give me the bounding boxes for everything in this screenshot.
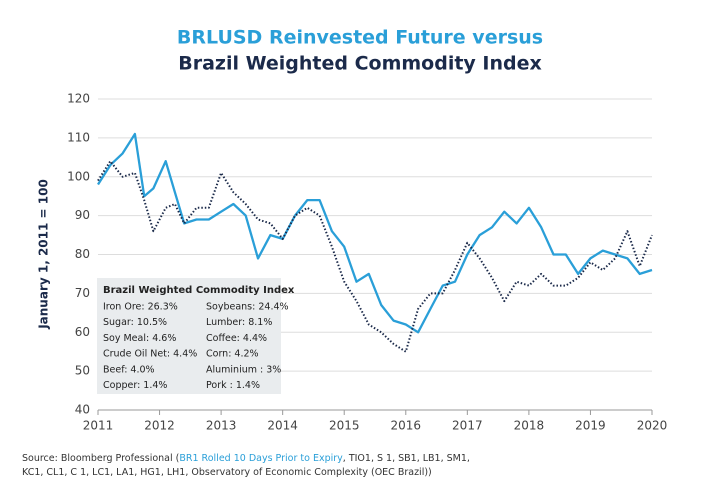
x-tick-label: 2015 bbox=[329, 419, 360, 433]
inset-item: Soybeans: 24.4% bbox=[206, 302, 289, 313]
series-line bbox=[97, 132, 653, 334]
y-tick-label: 110 bbox=[67, 130, 90, 144]
y-tick-label: 50 bbox=[75, 364, 90, 378]
source-note: Source: Bloomberg Professional (BR1 Roll… bbox=[22, 452, 492, 480]
x-tick-label: 2016 bbox=[391, 419, 422, 433]
inset-background bbox=[97, 278, 281, 394]
y-tick-label: 100 bbox=[67, 169, 90, 183]
inset-item: Pork : 1.4% bbox=[206, 380, 260, 391]
inset-item: Aluminium : 3% bbox=[206, 364, 281, 375]
y-tick-label: 40 bbox=[75, 403, 90, 417]
y-tick-label: 120 bbox=[67, 92, 90, 106]
x-tick-label: 2012 bbox=[144, 419, 175, 433]
inset-item: Beef: 4.0% bbox=[103, 364, 155, 375]
x-tick-label: 2020 bbox=[637, 419, 668, 433]
x-tick-label: 2013 bbox=[206, 419, 237, 433]
x-tick-label: 2014 bbox=[267, 419, 298, 433]
y-tick-label: 80 bbox=[75, 247, 90, 261]
chart-subtitle: Brazil Weighted Commodity Index bbox=[178, 53, 542, 75]
x-tick-label: 2011 bbox=[83, 419, 114, 433]
source-link: BR1 Rolled 10 Days Prior to Expiry bbox=[179, 453, 343, 464]
chart-title: BRLUSD Reinvested Future versus bbox=[177, 27, 543, 49]
series-line bbox=[97, 160, 653, 353]
inset-title: Brazil Weighted Commodity Index bbox=[103, 285, 295, 296]
inset-item: Coffee: 4.4% bbox=[206, 333, 267, 344]
y-axis-label: January 1, 2011 = 100 bbox=[37, 179, 51, 330]
y-tick-label: 70 bbox=[75, 286, 90, 300]
x-tick-label: 2019 bbox=[575, 419, 606, 433]
inset-item: Copper: 1.4% bbox=[103, 380, 167, 391]
inset-box: Brazil Weighted Commodity Index Iron Ore:… bbox=[97, 278, 295, 394]
x-tick-label: 2018 bbox=[514, 419, 545, 433]
inset-item: Soy Meal: 4.6% bbox=[103, 333, 176, 344]
x-tick-label: 2017 bbox=[452, 419, 483, 433]
source-prefix: Source: Bloomberg Professional ( bbox=[22, 453, 180, 464]
inset-item: Corn: 4.2% bbox=[206, 349, 259, 360]
inset-item: Iron Ore: 26.3% bbox=[103, 302, 178, 313]
inset-item: Sugar: 10.5% bbox=[103, 317, 167, 328]
source-rest: , TIO1, S 1, SB1, LB1, SM1, KC1, CL1, C … bbox=[22, 453, 470, 478]
chart: BRLUSD Reinvested Future versus Brazil W… bbox=[37, 27, 668, 433]
y-tick-label: 60 bbox=[75, 325, 90, 339]
inset-item: Lumber: 8.1% bbox=[206, 317, 272, 328]
y-tick-label: 90 bbox=[75, 208, 90, 222]
inset-item: Crude Oil Net: 4.4% bbox=[103, 349, 197, 360]
